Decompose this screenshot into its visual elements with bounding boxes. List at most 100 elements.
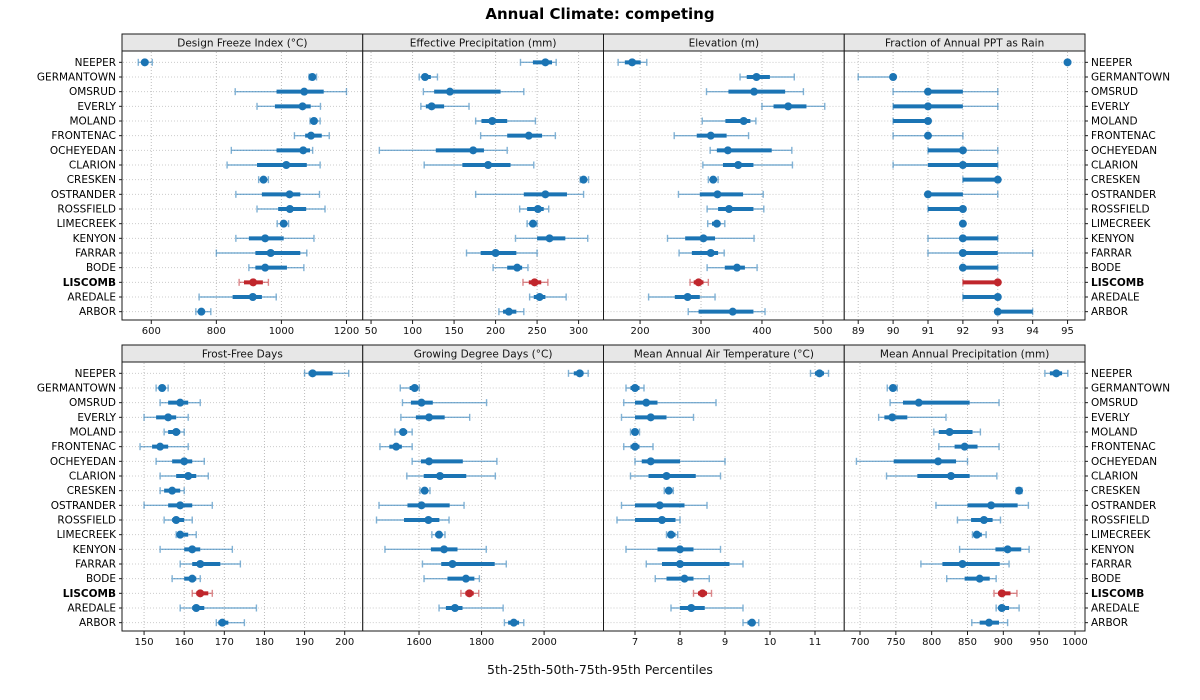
x-tick-label: 200 (486, 326, 505, 337)
percentile-row (706, 263, 758, 272)
station-label-left: EVERLY (77, 101, 116, 113)
station-label-right: MOLAND (1091, 116, 1138, 128)
percentile-row (958, 219, 967, 228)
median-dot (259, 175, 268, 184)
percentile-row (421, 560, 507, 568)
median-dot (140, 58, 149, 67)
x-tick-label: 300 (569, 326, 588, 337)
median-dot (435, 530, 444, 539)
percentile-row (707, 219, 726, 228)
median-dot (180, 457, 189, 466)
median-dot (164, 413, 173, 422)
percentile-row (230, 146, 314, 155)
percentile-row (927, 234, 999, 243)
median-dot (958, 263, 967, 272)
station-label-right: EVERLY (1091, 412, 1130, 424)
median-dot (984, 618, 993, 627)
median-dot (424, 516, 433, 524)
x-tick-label: 1600 (406, 637, 431, 648)
percentile-row (886, 384, 898, 392)
median-dot (308, 369, 317, 378)
percentile-row (623, 442, 654, 451)
chart-title: Annual Climate: competing (485, 5, 715, 23)
percentile-row (419, 486, 431, 495)
percentile-row (308, 73, 318, 81)
station-label-right: LISCOMB (1091, 588, 1144, 600)
median-dot (914, 398, 923, 407)
percentile-row (171, 574, 201, 583)
station-label-right: NEEPER (1091, 57, 1132, 69)
percentile-row (234, 87, 348, 96)
percentile-row (179, 604, 258, 612)
station-label-left: NEEPER (75, 368, 116, 380)
percentile-row (692, 589, 713, 598)
median-dot (993, 293, 1002, 301)
percentile-row (707, 175, 719, 184)
x-tick-label: 190 (295, 637, 314, 648)
x-tick-label: 8 (677, 637, 683, 648)
station-label-left: BODE (86, 262, 116, 274)
station-label-right: LISCOMB (1091, 277, 1144, 289)
median-dot (889, 73, 898, 81)
median-dot (450, 604, 459, 612)
percentile-row (293, 131, 330, 140)
median-dot (435, 472, 444, 480)
panel: Frost-Free Days 150 160 170 180 190 200 (121, 344, 364, 648)
median-dot (528, 219, 537, 228)
station-label-left: LISCOMB (63, 277, 116, 289)
median-dot (784, 102, 793, 111)
percentile-row (687, 307, 766, 316)
x-tick-label: 7 (632, 637, 638, 648)
percentile-row (139, 442, 189, 451)
median-dot (266, 249, 275, 257)
median-dot (249, 278, 258, 287)
station-label-right: AREDALE (1091, 603, 1140, 615)
percentile-row (625, 545, 722, 554)
percentile-row (384, 545, 487, 554)
station-label-right: OCHEYEDAN (1091, 145, 1157, 157)
median-dot (197, 307, 206, 316)
median-dot (575, 369, 584, 378)
station-label-left: KENYON (73, 544, 116, 556)
median-dot (748, 618, 756, 627)
percentile-row (518, 205, 550, 213)
station-label-right: ROSSFIELD (1091, 204, 1150, 216)
median-dot (945, 428, 954, 436)
station-label-left: OCHEYEDAN (50, 145, 116, 157)
station-label-left: MOLAND (69, 116, 116, 128)
percentile-row (143, 413, 189, 422)
x-tick-label: 10 (764, 637, 777, 648)
percentile-row (617, 58, 648, 67)
percentile-row (709, 146, 793, 155)
percentile-row (528, 293, 567, 301)
percentile-row (420, 102, 470, 111)
median-dot (309, 117, 318, 125)
median-dot (725, 205, 734, 213)
percentile-row (892, 87, 999, 96)
panel-header-title: Elevation (m) (689, 38, 760, 50)
station-label-left: LISCOMB (63, 588, 116, 600)
percentile-row (620, 413, 695, 422)
percentile-row (567, 369, 589, 378)
median-dot (972, 530, 981, 539)
percentile-row (705, 87, 805, 96)
x-tick-label: 300 (691, 326, 710, 337)
median-dot (261, 263, 270, 272)
percentile-row (159, 472, 209, 480)
percentile-row (519, 58, 557, 67)
percentile-legend-caption: 5th-25th-50th-75th-95th Percentiles (487, 662, 713, 677)
percentile-row (375, 516, 450, 524)
percentile-row (889, 398, 1000, 407)
station-label-right: GERMANTOWN (1091, 72, 1170, 84)
station-label-right: ARBOR (1091, 617, 1128, 629)
station-label-right: EVERLY (1091, 101, 1130, 113)
median-dot (533, 205, 542, 213)
panel-header-title: Frost-Free Days (202, 349, 283, 361)
median-dot (993, 307, 1002, 316)
percentile-row (629, 472, 722, 480)
percentile-row (179, 560, 242, 568)
percentile-row (248, 263, 305, 272)
x-tick-label: 91 (922, 326, 935, 337)
percentile-row (670, 604, 744, 612)
